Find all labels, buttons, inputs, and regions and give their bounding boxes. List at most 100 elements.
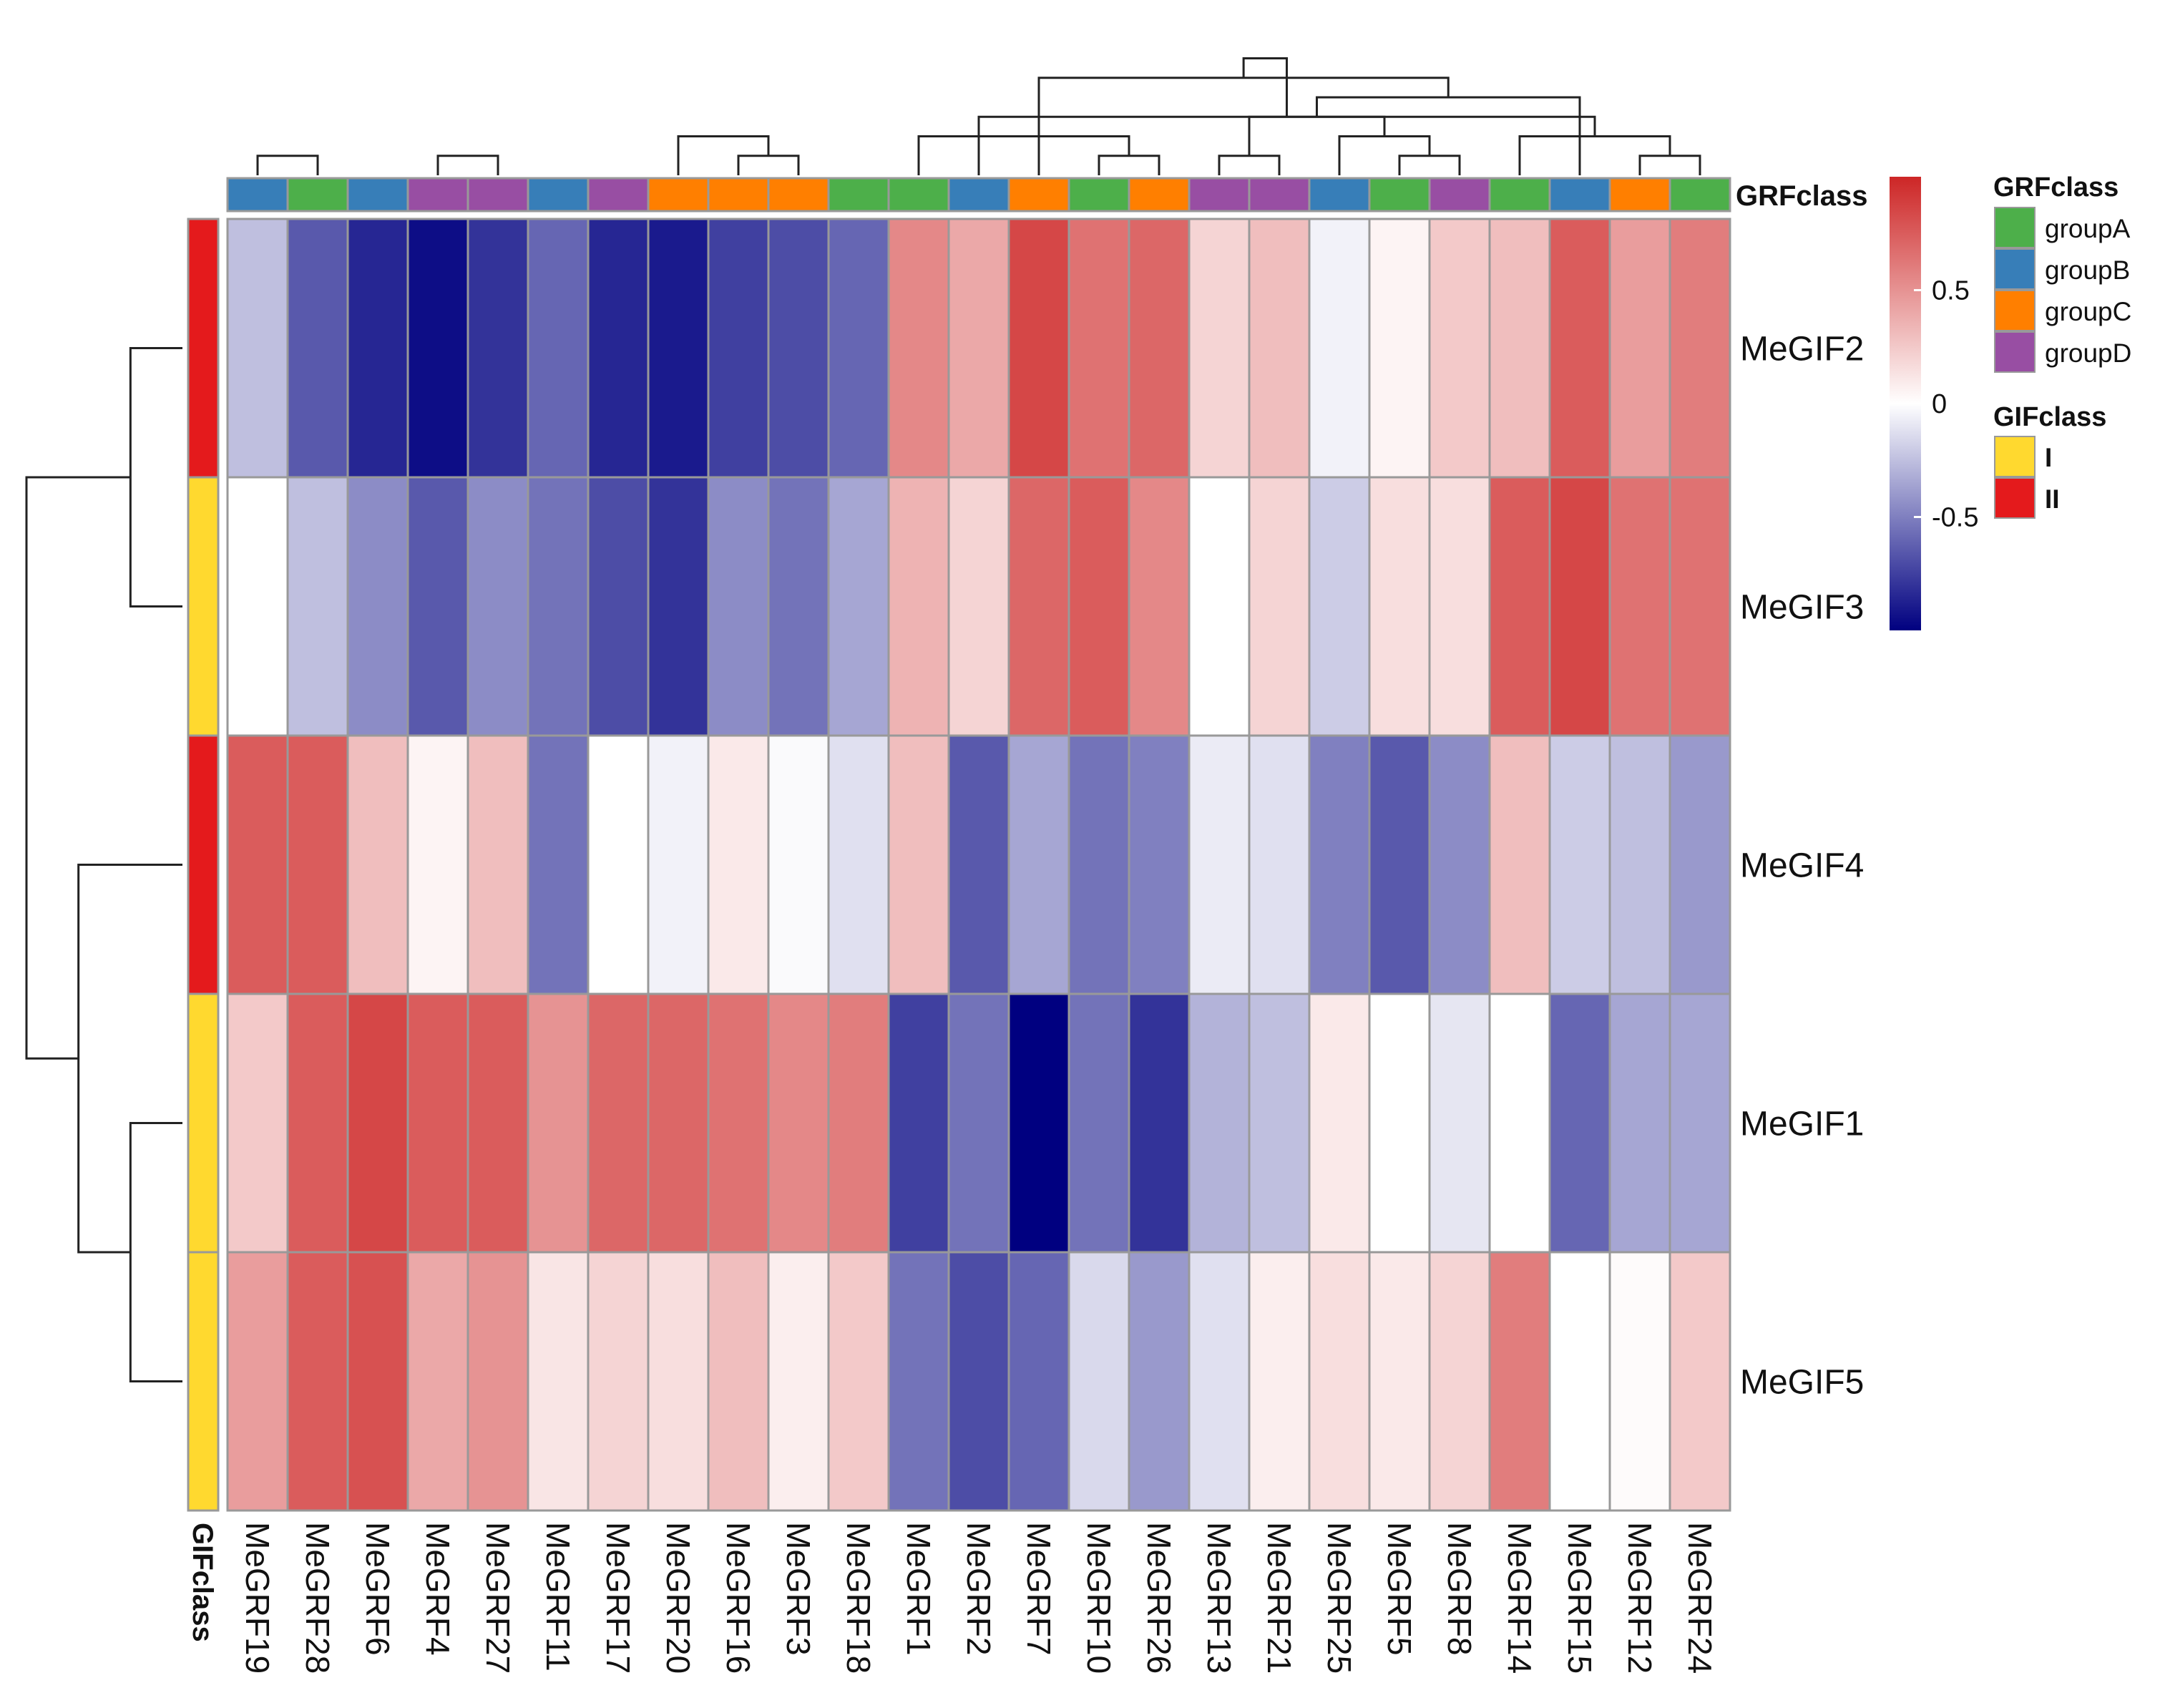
cell-MeGIF4-MeGRF11	[527, 734, 590, 995]
column-dendrogram-branch	[1218, 155, 1281, 175]
cell-MeGIF5-MeGRF26	[1128, 1251, 1191, 1512]
cell-MeGIF1-MeGRF2	[947, 992, 1010, 1254]
cell-MeGIF2-MeGRF17	[587, 218, 650, 479]
col-label-MeGRF2: MeGRF2	[960, 1522, 997, 1656]
row-label-MeGIF3: MeGIF3	[1740, 589, 1864, 627]
grfclass-anno-MeGRF26	[1128, 177, 1191, 213]
legend-swatch-groupB	[1994, 248, 2036, 290]
cell-MeGIF3-MeGRF8	[1428, 476, 1491, 737]
cell-MeGIF2-MeGRF3	[767, 218, 830, 479]
cell-MeGIF1-MeGRF17	[587, 992, 650, 1254]
cell-MeGIF2-MeGRF18	[827, 218, 890, 479]
cell-MeGIF4-MeGRF14	[1488, 734, 1551, 995]
row-label-MeGIF1: MeGIF1	[1740, 1106, 1864, 1143]
row-dendrogram-branch	[129, 1122, 182, 1382]
cell-MeGIF3-MeGRF7	[1007, 476, 1070, 737]
col-label-MeGRF6: MeGRF6	[359, 1522, 396, 1656]
cell-MeGIF5-MeGRF17	[587, 1251, 650, 1512]
grfclass-anno-MeGRF21	[1248, 177, 1311, 213]
cell-MeGIF4-MeGRF28	[286, 734, 349, 995]
cell-MeGIF3-MeGRF2	[947, 476, 1010, 737]
column-dendrogram-branch	[917, 135, 1130, 175]
cell-MeGIF2-MeGRF14	[1488, 218, 1551, 479]
column-dendrogram-branch	[1242, 57, 1288, 117]
cell-MeGIF4-MeGRF7	[1007, 734, 1070, 995]
cell-MeGIF5-MeGRF8	[1428, 1251, 1491, 1512]
col-label-MeGRF19: MeGRF19	[239, 1522, 276, 1674]
grfclass-anno-MeGRF7	[1007, 177, 1070, 213]
legend-title-gifclass: GIFclass	[1993, 402, 2106, 432]
col-label-MeGRF27: MeGRF27	[479, 1522, 517, 1674]
cell-MeGIF1-MeGRF8	[1428, 992, 1491, 1254]
cell-MeGIF2-MeGRF13	[1188, 218, 1251, 479]
cell-MeGIF3-MeGRF25	[1308, 476, 1371, 737]
gifclass-annotation-bar	[187, 218, 220, 1512]
cell-MeGIF2-MeGRF4	[406, 218, 469, 479]
col-label-MeGRF3: MeGRF3	[780, 1522, 817, 1656]
cell-MeGIF1-MeGRF16	[707, 992, 770, 1254]
gifclass-annotation-label: GIFclass	[187, 1523, 218, 1642]
legend-label-I: I	[2045, 443, 2052, 472]
column-labels: MeGRF19 MeGRF28 MeGRF6 MeGRF4 MeGRF27 MeGRF11…	[239, 1522, 1719, 1674]
cell-MeGIF5-MeGRF4	[406, 1251, 469, 1512]
cell-MeGIF5-MeGRF1	[887, 1251, 950, 1512]
cell-MeGIF2-MeGRF15	[1548, 218, 1611, 479]
grfclass-anno-MeGRF1	[887, 177, 950, 213]
cell-MeGIF3-MeGRF10	[1067, 476, 1130, 737]
cell-MeGIF1-MeGRF4	[406, 992, 469, 1254]
cell-MeGIF5-MeGRF25	[1308, 1251, 1371, 1512]
cell-MeGIF5-MeGRF6	[346, 1251, 409, 1512]
colorbar: 0.5 0 -0.5	[1890, 177, 1978, 630]
grfclass-anno-MeGRF6	[346, 177, 409, 213]
cell-MeGIF4-MeGRF21	[1248, 734, 1311, 995]
grfclass-anno-MeGRF12	[1608, 177, 1671, 213]
column-dendrogram-branch	[677, 135, 770, 175]
cell-MeGIF5-MeGRF10	[1067, 1251, 1130, 1512]
grfclass-anno-MeGRF5	[1368, 177, 1431, 213]
col-label-MeGRF16: MeGRF16	[720, 1522, 757, 1674]
cell-MeGIF4-MeGRF26	[1128, 734, 1191, 995]
cell-MeGIF5-MeGRF2	[947, 1251, 1010, 1512]
legend-label-II: II	[2045, 484, 2060, 514]
grfclass-anno-MeGRF13	[1188, 177, 1251, 213]
cell-MeGIF3-MeGRF4	[406, 476, 469, 737]
cell-MeGIF4-MeGRF6	[346, 734, 409, 995]
cell-MeGIF3-MeGRF24	[1668, 476, 1731, 737]
cell-MeGIF5-MeGRF19	[226, 1251, 289, 1512]
col-label-MeGRF21: MeGRF21	[1261, 1522, 1298, 1674]
colorbar-tick-label: 0.5	[1932, 276, 1970, 306]
cell-MeGIF1-MeGRF5	[1368, 992, 1431, 1254]
grfclass-anno-MeGRF24	[1668, 177, 1731, 213]
cell-MeGIF5-MeGRF28	[286, 1251, 349, 1512]
cell-MeGIF4-MeGRF1	[887, 734, 950, 995]
grfclass-annotation-label: GRFclass	[1736, 180, 1868, 212]
grfclass-anno-MeGRF11	[527, 177, 590, 213]
legend-swatch-groupA	[1994, 207, 2036, 248]
cell-MeGIF2-MeGRF5	[1368, 218, 1431, 479]
legend-swatch-II	[1994, 477, 2036, 519]
legend-swatch-groupD	[1994, 331, 2036, 373]
cell-MeGIF3-MeGRF5	[1368, 476, 1431, 737]
row-labels: MeGIF2 MeGIF3 MeGIF4 MeGIF1 MeGIF5	[1740, 331, 1864, 1402]
cell-MeGIF1-MeGRF26	[1128, 992, 1191, 1254]
cell-MeGIF1-MeGRF12	[1608, 992, 1671, 1254]
cell-MeGIF3-MeGRF27	[466, 476, 529, 737]
cell-MeGIF2-MeGRF1	[887, 218, 950, 479]
cell-MeGIF1-MeGRF13	[1188, 992, 1251, 1254]
cell-MeGIF1-MeGRF1	[887, 992, 950, 1254]
cell-MeGIF3-MeGRF17	[587, 476, 650, 737]
cell-MeGIF3-MeGRF14	[1488, 476, 1551, 737]
grfclass-anno-MeGRF27	[466, 177, 529, 213]
cell-MeGIF4-MeGRF12	[1608, 734, 1671, 995]
cell-MeGIF1-MeGRF20	[647, 992, 710, 1254]
cell-MeGIF1-MeGRF28	[286, 992, 349, 1254]
cell-MeGIF5-MeGRF3	[767, 1251, 830, 1512]
cell-MeGIF5-MeGRF16	[707, 1251, 770, 1512]
cell-MeGIF3-MeGRF12	[1608, 476, 1671, 737]
cell-MeGIF5-MeGRF11	[527, 1251, 590, 1512]
cell-MeGIF3-MeGRF21	[1248, 476, 1311, 737]
cell-MeGIF1-MeGRF3	[767, 992, 830, 1254]
cell-MeGIF1-MeGRF14	[1488, 992, 1551, 1254]
